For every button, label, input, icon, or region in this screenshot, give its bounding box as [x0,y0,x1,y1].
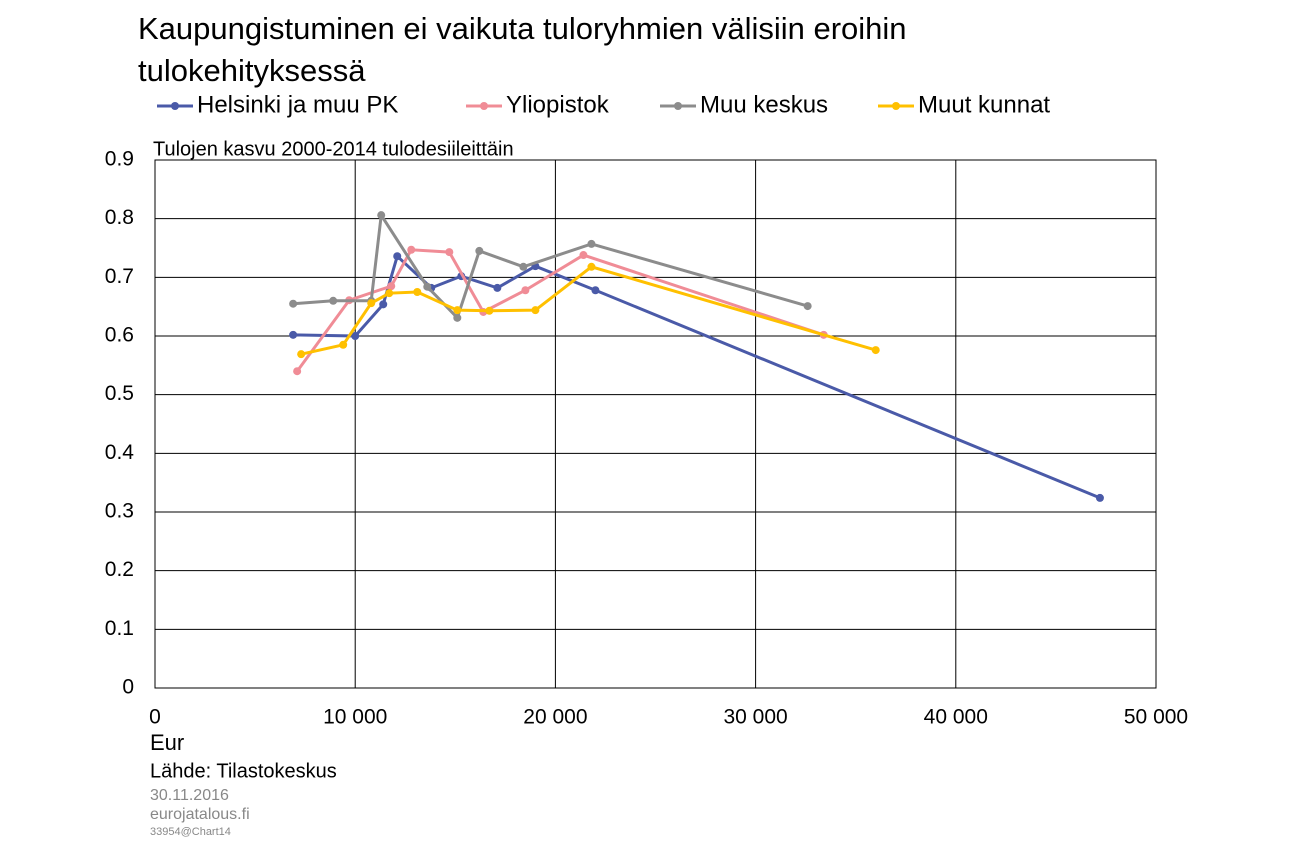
y-tick-label: 0.9 [105,148,134,171]
data-point [453,313,462,322]
data-point [289,299,298,308]
x-tick-label: 10 000 [323,706,387,729]
x-tick-label: 30 000 [723,706,787,729]
legend-marker [892,102,900,110]
chart-subtitle: Tulojen kasvu 2000-2014 tulodesiileittäi… [153,138,514,160]
y-tick-label: 0.5 [105,382,134,405]
data-point [519,262,528,271]
y-tick-label: 0.4 [105,441,135,464]
site: eurojatalous.fi [150,806,250,823]
data-point [871,346,880,355]
data-point [475,246,484,255]
data-point [493,283,502,292]
x-axis-label: Eur [150,730,184,755]
data-point [293,367,302,376]
legend-label: Muu keskus [700,91,828,118]
data-point [351,332,360,340]
data-point [531,306,540,315]
data-point [587,239,596,248]
date: 30.11.2016 [150,787,229,804]
data-point [587,262,596,271]
legend-marker [171,102,179,110]
data-point [385,289,394,298]
legend-label: Helsinki ja muu PK [197,91,398,118]
data-point [367,299,376,308]
data-point [413,288,422,296]
data-point [387,282,396,291]
x-tick-label: 20 000 [523,706,587,729]
data-point [393,252,402,261]
data-point [591,286,600,295]
legend-marker [480,102,488,110]
legend-label: Yliopistok [506,91,610,118]
y-tick-label: 0.1 [105,617,134,640]
x-tick-label: 40 000 [924,706,988,729]
data-point [329,296,338,305]
data-point [445,248,454,257]
chart-title: Kaupungistuminen ei vaikuta tuloryhmien … [138,11,907,88]
source: Lähde: Tilastokeskus [150,760,337,782]
data-point [407,245,416,254]
data-point [485,306,494,315]
y-tick-label: 0.2 [105,558,134,581]
data-point [423,282,432,291]
data-point [297,350,306,359]
x-tick-label: 0 [149,706,161,729]
y-tick-label: 0.6 [105,324,134,347]
data-point [803,302,812,311]
data-point [379,300,388,309]
plot-border [154,159,1157,689]
data-point [521,286,530,295]
data-point [339,340,348,349]
y-tick-label: 0.3 [105,500,134,523]
legend-marker [674,102,682,110]
data-point [289,330,298,339]
x-tick-label: 50 000 [1124,706,1188,729]
series-line [300,265,877,356]
chart-id: 33954@Chart14 [150,826,231,838]
y-tick-label: 0.7 [105,265,134,288]
y-tick-label: 0 [122,676,134,699]
y-tick-label: 0.8 [105,206,134,229]
series-line [293,253,1101,500]
data-point [453,306,462,315]
data-point [377,211,386,220]
data-point [579,251,588,260]
legend-label: Muut kunnat [918,91,1050,118]
data-point [1095,493,1104,502]
